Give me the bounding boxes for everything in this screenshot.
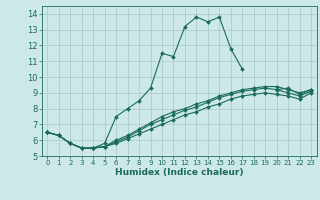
X-axis label: Humidex (Indice chaleur): Humidex (Indice chaleur)	[115, 168, 244, 177]
